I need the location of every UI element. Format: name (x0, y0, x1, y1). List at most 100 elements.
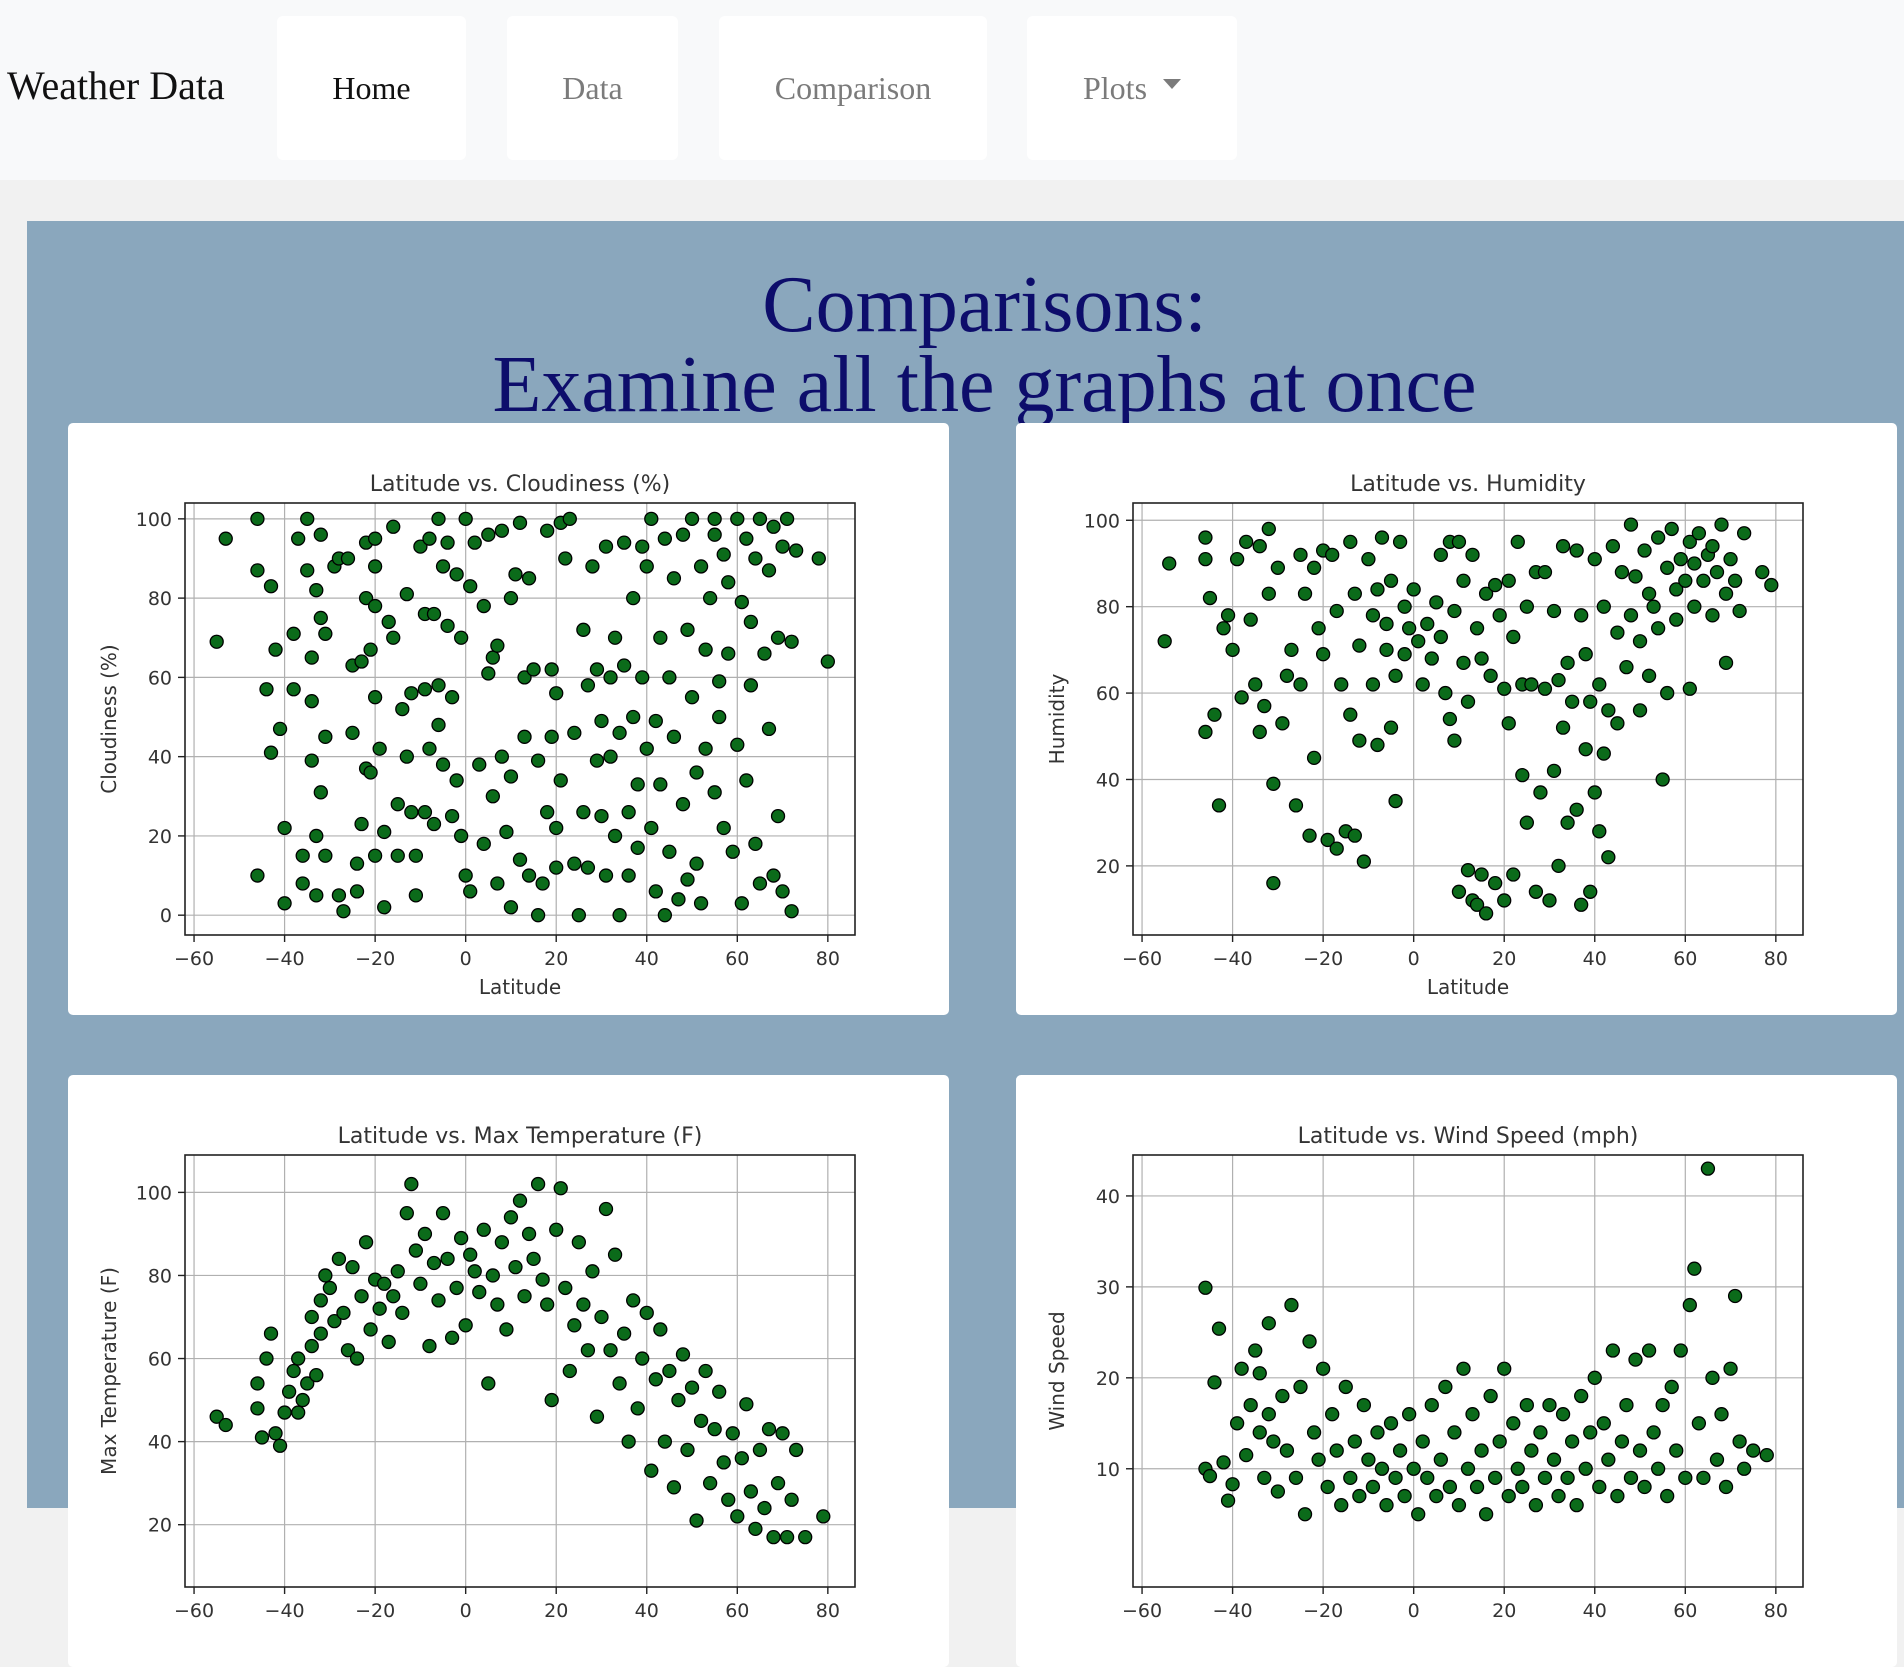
data-point (662, 844, 677, 859)
x-tick-label: 20 (1492, 1600, 1516, 1622)
data-point (702, 590, 718, 606)
y-tick-label: 40 (148, 747, 172, 769)
data-point (743, 1484, 759, 1499)
data-point (1564, 694, 1580, 709)
data-point (300, 563, 315, 578)
data-point (671, 1392, 686, 1408)
data-point (1420, 1470, 1435, 1486)
nav-plots-dropdown[interactable]: Plots (1027, 16, 1237, 160)
data-point (1483, 1388, 1498, 1404)
data-point (250, 563, 265, 578)
data-point (476, 1222, 491, 1237)
data-point (1596, 746, 1611, 761)
data-point (340, 1343, 356, 1358)
data-point (1234, 1361, 1249, 1376)
data-point (1352, 638, 1367, 653)
data-point (1297, 586, 1313, 601)
data-point (666, 571, 682, 586)
data-point (1401, 621, 1417, 636)
data-point (1334, 1497, 1349, 1513)
data-point (1614, 1434, 1630, 1449)
data-point (1528, 1497, 1544, 1513)
data-point (1696, 1470, 1711, 1486)
data-point (1583, 694, 1598, 709)
data-point (567, 1318, 582, 1333)
comparison-panel: Comparisons: Examine all the graphs at o… (27, 221, 1904, 1667)
data-point (250, 1401, 265, 1416)
data-point (576, 1297, 591, 1312)
data-point (1456, 655, 1471, 670)
data-point (1270, 1484, 1286, 1499)
data-point (616, 535, 632, 550)
data-point (354, 654, 369, 669)
data-point (788, 1442, 804, 1458)
data-point (413, 1276, 428, 1291)
data-point (1537, 681, 1553, 696)
data-point (1714, 517, 1729, 532)
data-point (476, 598, 491, 614)
data-point (1641, 1343, 1657, 1358)
data-point (1288, 1470, 1304, 1486)
data-point (734, 896, 749, 911)
data-point (1451, 884, 1467, 899)
data-point (1198, 530, 1213, 545)
data-point (476, 836, 491, 851)
data-point (250, 868, 265, 883)
data-point (1311, 1452, 1326, 1467)
data-point (1601, 850, 1616, 865)
data-point (1664, 521, 1679, 537)
x-tick-label: −40 (265, 948, 305, 970)
data-point (635, 670, 650, 685)
data-point (313, 1293, 328, 1308)
data-point (408, 848, 424, 863)
data-point (1211, 1321, 1227, 1336)
data-point (490, 876, 505, 891)
data-point (254, 1430, 270, 1445)
data-point (553, 1181, 568, 1196)
data-point (295, 876, 310, 891)
data-point (1542, 893, 1557, 908)
data-point (494, 749, 510, 764)
data-point (349, 884, 365, 899)
data-point (1202, 1468, 1218, 1484)
data-point (689, 1513, 704, 1528)
data-point (1560, 815, 1575, 830)
data-point (1583, 1425, 1598, 1440)
data-point (1469, 621, 1485, 636)
data-point (367, 598, 383, 614)
y-tick-label: 80 (148, 1265, 172, 1287)
nav-data[interactable]: Data (507, 16, 678, 160)
data-point (517, 729, 532, 744)
data-point (291, 1405, 306, 1420)
data-point (1551, 858, 1566, 874)
data-point (707, 511, 722, 527)
data-point (1229, 552, 1245, 567)
data-point (567, 856, 582, 871)
data-point (553, 773, 568, 788)
x-axis-label: Latitude (479, 975, 561, 999)
data-point (1546, 603, 1562, 619)
data-point (453, 1230, 469, 1246)
brand-title[interactable]: Weather Data (7, 63, 225, 108)
data-point (1329, 841, 1344, 856)
data-point (1619, 1397, 1634, 1413)
data-point (1433, 1452, 1448, 1467)
x-tick-label: 20 (544, 1600, 568, 1622)
data-point (1284, 642, 1299, 658)
data-point (1533, 1425, 1548, 1440)
x-tick-label: 40 (1583, 1600, 1607, 1622)
data-point (544, 662, 559, 677)
nav-comparison[interactable]: Comparison (719, 16, 987, 160)
data-point (770, 808, 786, 824)
data-point (1718, 1479, 1734, 1495)
nav-home[interactable]: Home (277, 16, 466, 160)
data-point (1546, 763, 1562, 778)
data-point (422, 741, 437, 756)
data-point (386, 630, 401, 645)
data-point (662, 1363, 677, 1379)
data-point (589, 1409, 605, 1424)
x-tick-label: 0 (1408, 1600, 1420, 1622)
data-point (435, 757, 451, 772)
data-point (349, 856, 365, 871)
data-point (1705, 539, 1720, 554)
